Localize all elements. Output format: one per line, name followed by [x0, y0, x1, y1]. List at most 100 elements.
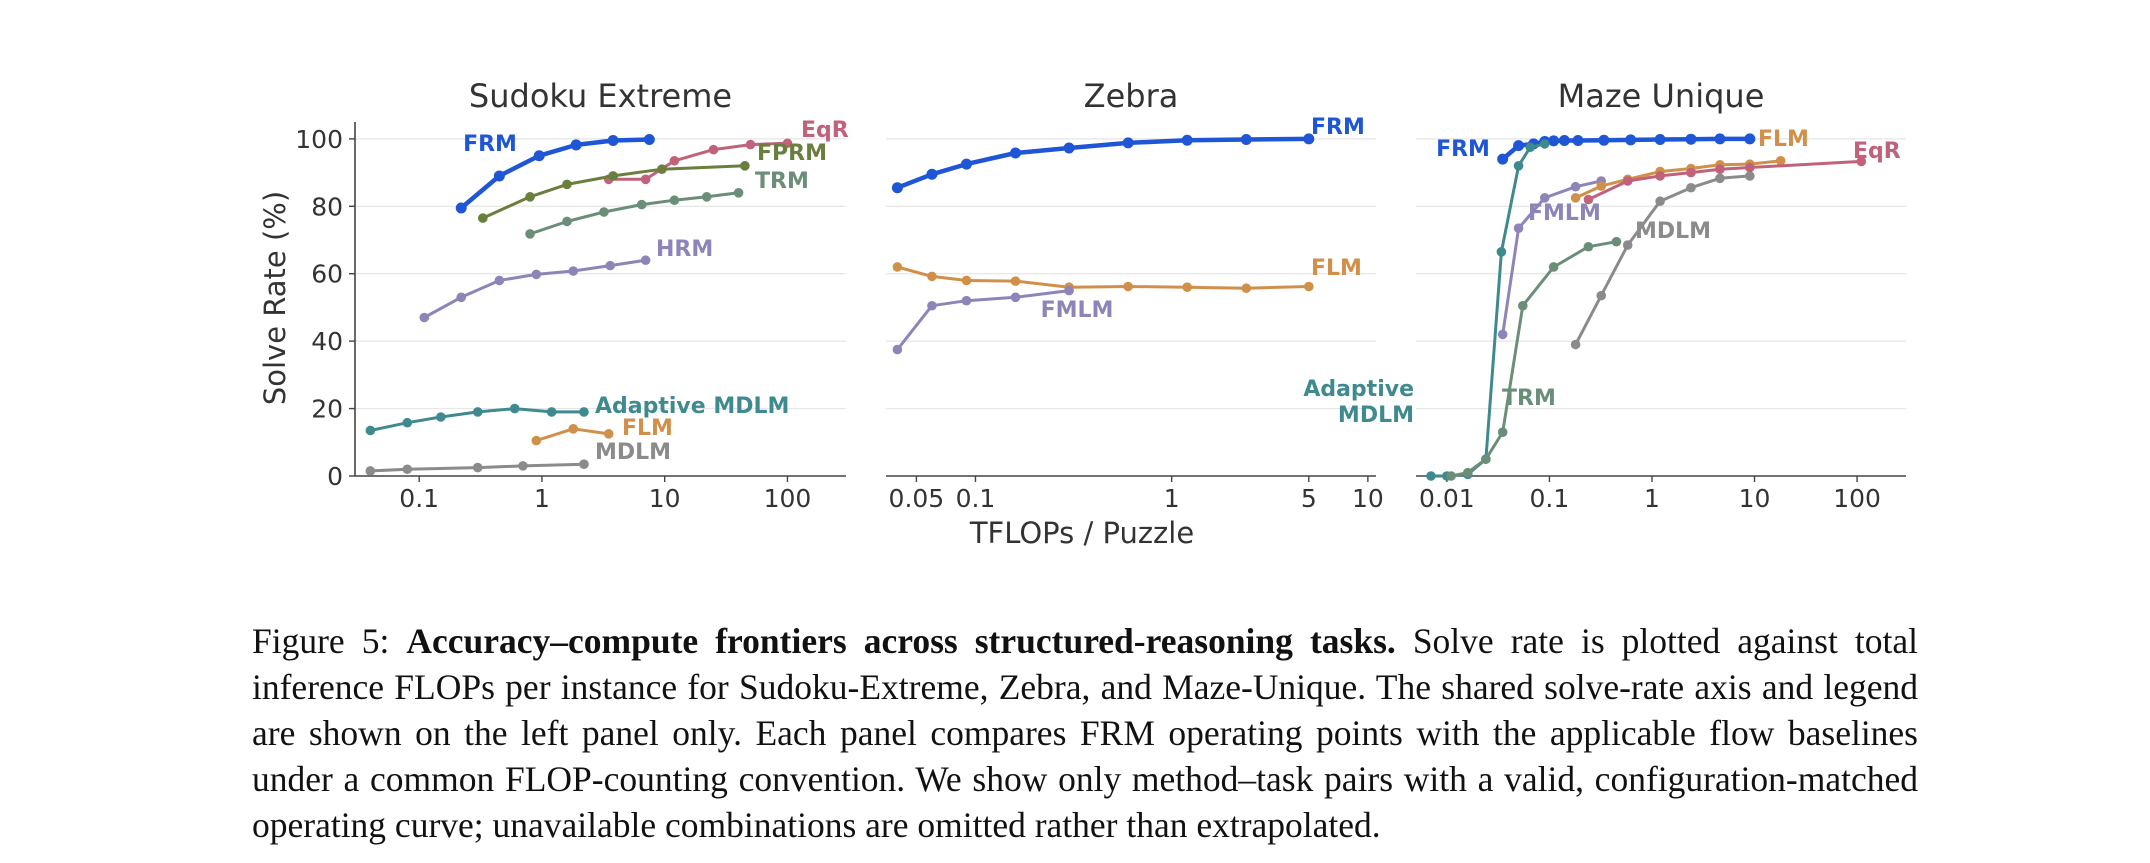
data-point-frm: [891, 182, 903, 194]
panel-title: Maze Unique: [1558, 77, 1765, 115]
data-point-trm: [1497, 427, 1508, 437]
data-point-hrm: [456, 292, 467, 303]
data-point-frm: [1572, 135, 1584, 147]
series-line-fprm: [481, 164, 747, 220]
data-point-eqr: [1622, 176, 1633, 186]
data-point-eqr: [640, 174, 651, 185]
data-point-frm: [1548, 135, 1560, 147]
data-point-adaptive-mdlm: [402, 417, 413, 428]
data-point-trm: [636, 199, 647, 210]
data-point-trm: [1481, 454, 1491, 464]
y-tick-label: 40: [311, 327, 343, 356]
data-point-trm: [562, 216, 572, 227]
y-axis-label: Solve Rate (%): [258, 191, 292, 405]
data-point-mdlm: [1715, 173, 1725, 184]
data-point-frm: [493, 170, 505, 182]
data-point-frm: [1303, 133, 1315, 145]
data-point-fmlm: [1570, 181, 1581, 192]
data-point-frm: [1598, 134, 1610, 146]
data-point-mdlm: [1570, 339, 1581, 350]
x-tick-label: 10: [1352, 484, 1384, 513]
x-tick-label: 1: [534, 484, 550, 513]
data-point-trm: [1548, 262, 1559, 272]
chart-canvas: 0 20 40 60 80 100 0.1 1 10 100 Sudoku Extreme FRM Eq…: [258, 77, 1906, 550]
data-point-mdlm: [518, 461, 528, 471]
data-point-flm: [961, 275, 972, 286]
data-point-hrm: [531, 269, 542, 280]
data-point-fmlm: [1497, 329, 1508, 340]
data-point-hrm: [568, 266, 579, 276]
series-line-adaptive-mdlm: [1429, 142, 1547, 478]
data-point-fprm: [478, 213, 488, 223]
series-label-mdlm: MDLM: [595, 440, 671, 465]
series-label-frm: FRM: [1311, 115, 1365, 140]
data-point-eqr: [1583, 194, 1594, 205]
data-point-frm: [1513, 140, 1525, 152]
data-point-fmlm: [927, 300, 937, 311]
data-point-eqr: [708, 144, 719, 155]
data-point-flm: [892, 262, 903, 272]
data-point-fmlm: [892, 344, 903, 355]
data-point-flm: [1123, 281, 1133, 292]
data-point-mdlm: [1622, 240, 1633, 250]
data-point-mdlm: [365, 466, 376, 476]
series-line-trm: [1449, 240, 1618, 478]
data-point-trm: [701, 192, 712, 202]
data-point-frm: [1122, 137, 1134, 149]
caption-bold: Accuracy–compute frontiers across struct…: [406, 620, 1396, 661]
x-tick-label: 1: [1164, 484, 1180, 513]
data-point-flm: [1775, 155, 1786, 166]
data-point-trm: [1463, 467, 1473, 478]
data-point-eqr: [1856, 156, 1867, 167]
series-label-fmlm: FMLM: [1041, 298, 1114, 323]
data-point-trm: [1583, 241, 1594, 252]
data-point-fprm: [608, 171, 618, 181]
x-tick-label: 0.1: [1530, 484, 1570, 513]
data-point-frm: [1240, 134, 1252, 146]
series-label-mdlm: MDLM: [1635, 219, 1711, 244]
data-point-hrm: [640, 255, 651, 266]
data-point-trm: [599, 207, 609, 217]
data-point-frm: [1063, 142, 1075, 154]
data-point-hrm: [419, 312, 430, 323]
x-tick-label: 100: [764, 484, 812, 513]
y-tick-label: 60: [311, 260, 343, 289]
data-point-fmlm: [1064, 285, 1074, 296]
data-point-frm: [1685, 133, 1697, 145]
data-point-adaptive-mdlm: [1426, 471, 1436, 481]
data-point-frm: [1654, 134, 1666, 146]
data-point-trm: [733, 188, 744, 198]
data-point-frm: [455, 202, 467, 214]
data-point-adaptive-mdlm: [509, 403, 520, 414]
x-tick-label: 1: [1644, 484, 1660, 513]
data-point-trm: [525, 229, 535, 239]
data-point-fmlm: [1539, 193, 1550, 203]
data-point-adaptive-mdlm: [365, 425, 376, 436]
data-point-flm: [1304, 281, 1314, 292]
data-point-flm: [603, 429, 614, 439]
series-label-fprm: FPRM: [757, 141, 827, 166]
y-tick-label: 100: [295, 125, 343, 154]
series-label-adaptive-mdlm: Adaptive MDLM: [1303, 377, 1414, 428]
data-point-fprm: [562, 179, 572, 190]
data-point-frm: [1625, 134, 1637, 146]
data-point-adaptive-mdlm: [546, 407, 557, 417]
x-tick-label: 10: [1739, 484, 1771, 513]
x-axis-label: TFLOPs / Puzzle: [969, 516, 1194, 550]
series-label-eqr: EqR: [1853, 139, 1901, 164]
panel-zebra: 0.05 0.1 1 5 10 Zebra FRM FLM FMLM: [886, 77, 1384, 513]
series-label-flm: FLM: [1758, 127, 1809, 152]
data-point-fprm: [740, 161, 750, 171]
data-point-fmlm: [1010, 292, 1021, 303]
data-point-mdlm: [579, 459, 589, 470]
series-label-hrm: HRM: [656, 237, 713, 262]
data-point-flm: [531, 435, 542, 446]
y-tick-label: 80: [311, 192, 343, 221]
caption-prefix: Figure 5:: [252, 620, 407, 661]
data-point-trm: [1446, 471, 1456, 481]
x-tick-label: 0.1: [399, 484, 439, 513]
data-point-frm: [960, 158, 972, 170]
series-label-trm: TRM: [1502, 386, 1556, 411]
data-point-fprm: [657, 164, 667, 174]
